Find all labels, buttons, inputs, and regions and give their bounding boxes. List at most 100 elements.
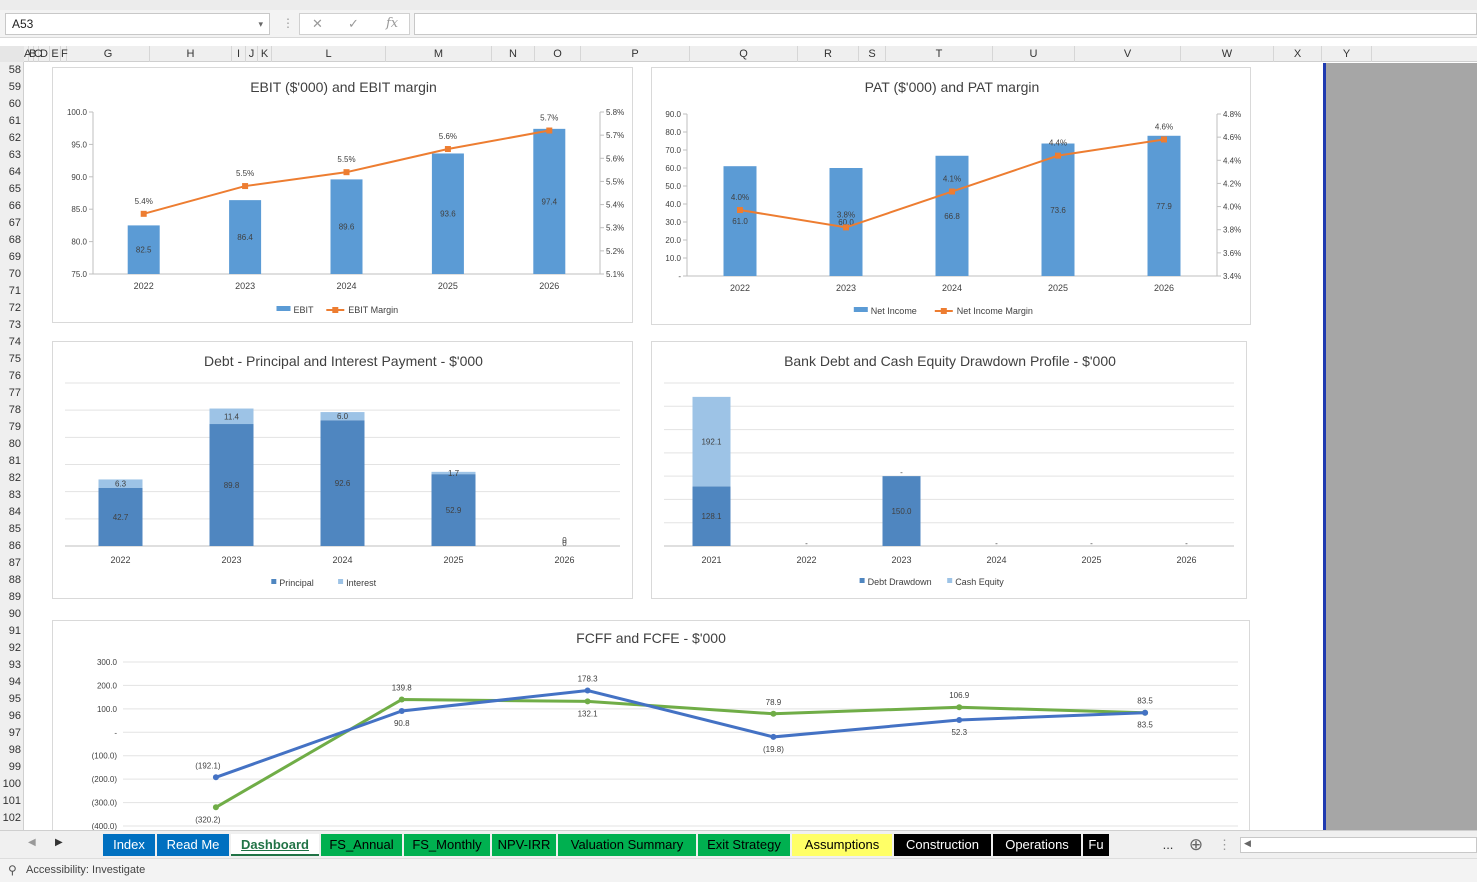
prev-sheet-icon[interactable]: ◀ [28, 837, 36, 848]
column-e[interactable]: E [50, 46, 61, 62]
row-89[interactable]: 89 [8, 591, 21, 603]
debt-chart[interactable]: Debt - Principal and Interest Payment - … [52, 341, 633, 599]
tab-split-icon[interactable]: ⋮ [1218, 837, 1231, 852]
row-102[interactable]: 102 [2, 812, 21, 824]
row-64[interactable]: 64 [8, 166, 21, 178]
column-a[interactable]: A [24, 46, 32, 62]
column-m[interactable]: M [386, 46, 492, 62]
column-y[interactable]: Y [1322, 46, 1372, 62]
check-icon[interactable]: ✓ [348, 16, 359, 31]
accessibility-status[interactable]: Accessibility: Investigate [26, 864, 146, 876]
tab-fs-annual[interactable]: FS_Annual [321, 834, 402, 856]
worksheet-grid[interactable]: EBIT ($'000) and EBIT margin 75.0 80.0 85.0… [25, 63, 1323, 830]
tab-operations[interactable]: Operations [993, 834, 1081, 856]
row-85[interactable]: 85 [8, 523, 21, 535]
row-76[interactable]: 76 [8, 370, 21, 382]
row-74[interactable]: 74 [8, 336, 21, 348]
ebit-chart[interactable]: EBIT ($'000) and EBIT margin 75.0 80.0 85.0… [52, 67, 633, 323]
horizontal-scrollbar[interactable]: ◀ [1240, 837, 1477, 853]
row-71[interactable]: 71 [8, 285, 21, 297]
tab-dashboard[interactable]: Dashboard [231, 834, 319, 856]
row-98[interactable]: 98 [8, 744, 21, 756]
row-91[interactable]: 91 [8, 625, 21, 637]
row-63[interactable]: 63 [8, 149, 21, 161]
column-i[interactable]: I [232, 46, 246, 62]
column-b[interactable]: B [29, 46, 37, 62]
row-97[interactable]: 97 [8, 727, 21, 739]
column-t[interactable]: T [886, 46, 993, 62]
more-sheets-button[interactable]: ... [1162, 837, 1174, 852]
row-92[interactable]: 92 [8, 642, 21, 654]
tab-construction[interactable]: Construction [894, 834, 991, 856]
row-81[interactable]: 81 [8, 455, 21, 467]
add-sheet-icon[interactable]: ⊕ [1188, 835, 1204, 854]
row-72[interactable]: 72 [8, 302, 21, 314]
row-69[interactable]: 69 [8, 251, 21, 263]
row-87[interactable]: 87 [8, 557, 21, 569]
tab-read-me[interactable]: Read Me [157, 834, 229, 856]
row-59[interactable]: 59 [8, 81, 21, 93]
tab-valuation-summary[interactable]: Valuation Summary [558, 834, 696, 856]
column-q[interactable]: Q [690, 46, 798, 62]
name-box[interactable]: A53 ▾ [5, 13, 270, 35]
row-75[interactable]: 75 [8, 353, 21, 365]
drawdown-chart[interactable]: Bank Debt and Cash Equity Drawdown Profi… [651, 341, 1247, 599]
row-58[interactable]: 58 [8, 64, 21, 76]
row-88[interactable]: 88 [8, 574, 21, 586]
column-p[interactable]: P [581, 46, 690, 62]
tab-exit-strategy[interactable]: Exit Strategy [698, 834, 790, 856]
column-j[interactable]: J [246, 46, 258, 62]
pat-chart[interactable]: PAT ($'000) and PAT margin - 10.0 20.0 30.0 4… [651, 67, 1251, 325]
select-all-corner[interactable] [0, 46, 24, 62]
tab-fu[interactable]: Fu [1083, 834, 1109, 856]
column-f[interactable]: F [61, 46, 68, 62]
column-n[interactable]: N [492, 46, 535, 62]
tab-npv-irr[interactable]: NPV-IRR [492, 834, 556, 856]
row-61[interactable]: 61 [8, 115, 21, 127]
row-62[interactable]: 62 [8, 132, 21, 144]
row-90[interactable]: 90 [8, 608, 21, 620]
column-k[interactable]: K [258, 46, 272, 62]
column-u[interactable]: U [993, 46, 1075, 62]
accessibility-icon[interactable]: ⚲ [8, 863, 17, 877]
row-83[interactable]: 83 [8, 489, 21, 501]
row-80[interactable]: 80 [8, 438, 21, 450]
tab-assumptions[interactable]: Assumptions [792, 834, 892, 856]
more-options-icon[interactable]: ⋮ [282, 16, 294, 30]
cancel-icon[interactable]: ✕ [312, 16, 323, 31]
row-70[interactable]: 70 [8, 268, 21, 280]
row-93[interactable]: 93 [8, 659, 21, 671]
column-v[interactable]: V [1075, 46, 1181, 62]
tab-index[interactable]: Index [103, 834, 155, 856]
row-67[interactable]: 67 [8, 217, 21, 229]
row-99[interactable]: 99 [8, 761, 21, 773]
row-82[interactable]: 82 [8, 472, 21, 484]
column-l[interactable]: L [272, 46, 386, 62]
fcff-chart[interactable]: FCFF and FCFE - $'000 (400.0) (300.0) (200.… [52, 620, 1250, 830]
row-86[interactable]: 86 [8, 540, 21, 552]
row-95[interactable]: 95 [8, 693, 21, 705]
tab-fs-monthly[interactable]: FS_Monthly [404, 834, 490, 856]
column-o[interactable]: O [535, 46, 581, 62]
column-c[interactable]: C [34, 46, 42, 62]
chevron-down-icon[interactable]: ▾ [258, 19, 263, 29]
row-66[interactable]: 66 [8, 200, 21, 212]
row-100[interactable]: 100 [2, 778, 21, 790]
column-h[interactable]: H [150, 46, 232, 62]
next-sheet-icon[interactable]: ▶ [55, 837, 63, 848]
row-78[interactable]: 78 [8, 404, 21, 416]
row-73[interactable]: 73 [8, 319, 21, 331]
row-79[interactable]: 79 [8, 421, 21, 433]
row-60[interactable]: 60 [8, 98, 21, 110]
column-g[interactable]: G [67, 46, 150, 62]
scroll-left-icon[interactable]: ◀ [1244, 838, 1251, 848]
function-icon[interactable]: fx [386, 16, 399, 31]
row-94[interactable]: 94 [8, 676, 21, 688]
column-r[interactable]: R [798, 46, 859, 62]
column-d[interactable]: D [39, 46, 50, 62]
row-84[interactable]: 84 [8, 506, 21, 518]
row-101[interactable]: 101 [2, 795, 21, 807]
row-77[interactable]: 77 [8, 387, 21, 399]
row-68[interactable]: 68 [8, 234, 21, 246]
column-x[interactable]: X [1274, 46, 1322, 62]
